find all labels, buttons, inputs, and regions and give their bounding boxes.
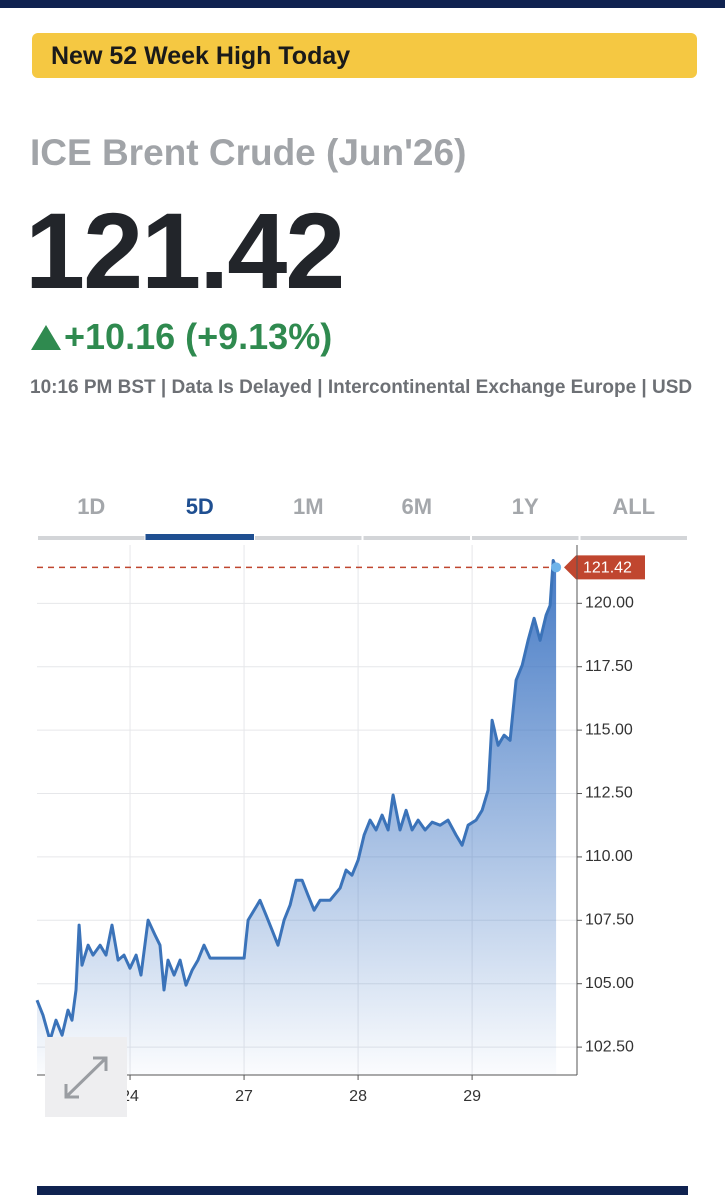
change-row: +10.16 (+9.13%) — [30, 316, 332, 358]
x-tick-label: 27 — [235, 1088, 253, 1105]
up-arrow — [31, 325, 61, 350]
tab-underline-selected — [145, 534, 254, 540]
banner-text: New 52 Week High Today — [51, 42, 351, 70]
banner: New 52 Week High Today — [32, 33, 697, 78]
tab-underline — [472, 536, 579, 540]
y-tick-label: 110.00 — [585, 848, 633, 865]
area — [37, 560, 557, 1075]
y-tick-label: 117.50 — [585, 658, 633, 675]
tab[interactable]: 1D — [77, 494, 105, 519]
y-tick-label: 120.00 — [585, 595, 634, 612]
expand-button[interactable] — [45, 1037, 127, 1117]
tab-underline — [363, 536, 470, 540]
last-price-label: 121.42 — [583, 560, 632, 577]
instrument-name: ICE Brent Crude (Jun'26) — [30, 132, 467, 173]
last-price-tag — [564, 555, 645, 580]
info: 10:16 PM BST | Data Is Delayed | Interco… — [30, 377, 693, 398]
y-tick-label: 115.00 — [585, 721, 633, 738]
top-bar — [0, 0, 725, 8]
chart: 1D 5D 1M 6M 1Y ALL 121.42 102.50 105.00 107.50 1… — [35, 494, 687, 1117]
price: 121.42 — [25, 190, 345, 311]
y-tick-label: 105.00 — [585, 975, 634, 992]
y-tick-label: 112.50 — [585, 785, 633, 802]
tab-underline — [255, 536, 362, 540]
line — [35, 559, 558, 1042]
x-tick-label: 28 — [349, 1088, 367, 1105]
y-tick-label: 102.50 — [585, 1038, 634, 1055]
tab-underline — [580, 536, 687, 540]
expand-icon[interactable] — [64, 1056, 108, 1099]
tab[interactable]: 5D — [186, 494, 214, 519]
x-tick-label: 29 — [463, 1088, 481, 1105]
tab[interactable]: 1Y — [512, 494, 539, 519]
tab-underline — [38, 536, 145, 540]
tab[interactable]: ALL — [612, 494, 655, 519]
tab[interactable]: 6M — [401, 494, 432, 519]
bottom-bar — [37, 1186, 688, 1195]
change: +10.16 (+9.13%) — [64, 316, 333, 357]
tab[interactable]: 1M — [293, 494, 324, 519]
last-point — [551, 562, 562, 573]
y-tick-label: 107.50 — [585, 912, 634, 929]
